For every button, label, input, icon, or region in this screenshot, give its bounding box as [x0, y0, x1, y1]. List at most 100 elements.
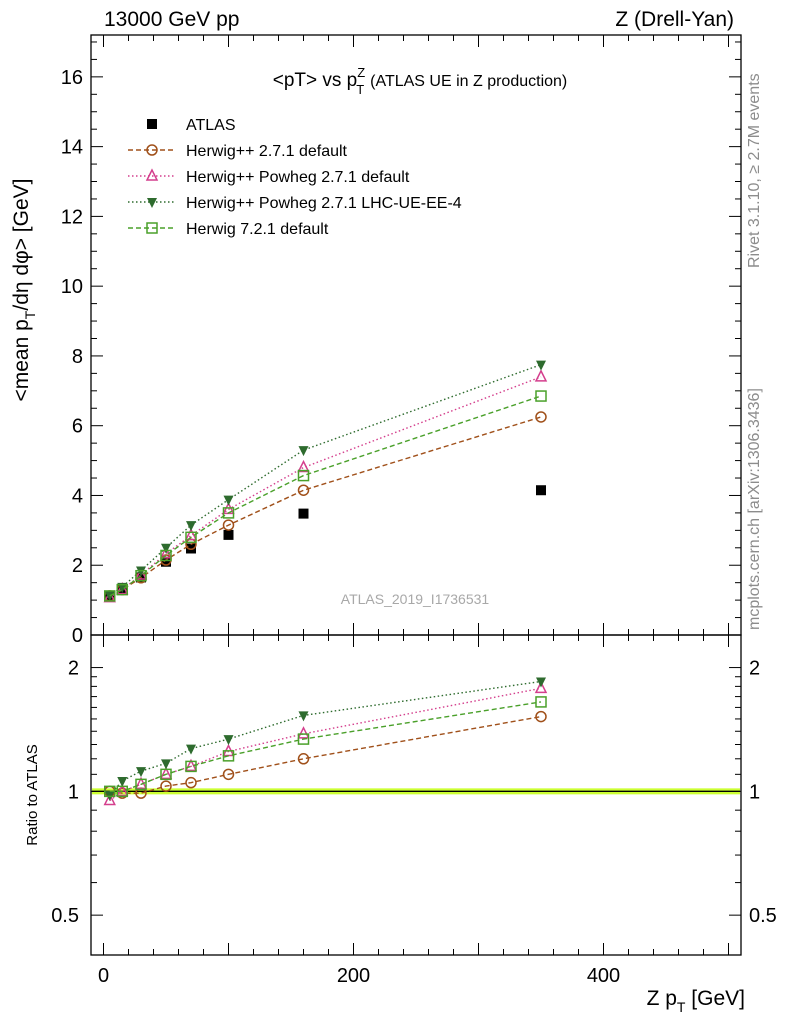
- header-beam-label: 13000 GeV pp: [104, 8, 240, 31]
- ratio-series-line-1: [109, 715, 542, 794]
- mcplots-label: mcplots.cern.ch [arXiv:1306.3436]: [746, 388, 763, 630]
- main-data-point: [222, 507, 235, 519]
- main-data-point: [186, 543, 196, 554]
- ratio-panel: 0 200 400 0.5 0.5 1 1 2 2: [51, 634, 777, 987]
- ratio-data-point: [117, 776, 128, 787]
- ratio-series-line-3: [109, 680, 542, 796]
- ratio-series-line-4: [109, 701, 542, 793]
- ratio-data-point: [160, 768, 172, 781]
- main-data-point: [186, 521, 196, 532]
- ratio-data-point: [536, 677, 546, 688]
- x-tick-label: 400: [587, 965, 620, 987]
- ratio-data-point: [535, 696, 547, 708]
- ratio-data-point: [297, 726, 310, 739]
- main-data-point: [160, 549, 172, 562]
- legend: ATLAS Herwig++ 2.7.1 default Herwig++ Powh…: [128, 117, 462, 238]
- ratio-data-point: [116, 783, 129, 797]
- ratio-data-point: [185, 776, 197, 789]
- legend-label: Herwig++ Powheg 2.7.1 default: [186, 169, 410, 186]
- legend-label: ATLAS: [186, 117, 236, 134]
- ratio-y-tick-label-right: 1: [749, 781, 760, 803]
- main-data-point: [104, 590, 116, 602]
- main-data-point: [159, 546, 173, 559]
- main-data-point: [298, 508, 309, 519]
- main-data-point: [104, 591, 115, 602]
- legend-item: Herwig++ Powheg 2.7.1 LHC-UE-EE-4: [128, 195, 462, 212]
- rivet-version-label: Rivet 3.1.10, ≥ 2.7M events: [746, 73, 763, 268]
- x-tick-label: 0: [98, 965, 109, 987]
- main-data-point: [535, 411, 547, 423]
- ratio-data-point: [298, 711, 309, 722]
- y-tick-label: 2: [72, 555, 83, 577]
- main-data-point: [184, 527, 198, 541]
- y-tick-label: 12: [61, 206, 83, 228]
- svg-text:<mean pT/dη dφ> [GeV]: <mean pT/dη dφ> [GeV]: [10, 179, 38, 402]
- main-data-point: [185, 531, 197, 544]
- main-data-point: [534, 369, 548, 382]
- legend-marker: [147, 198, 157, 208]
- ratio-data-point: [297, 733, 310, 745]
- ratio-data-point: [160, 780, 172, 792]
- ratio-data-point: [161, 759, 171, 770]
- y-tick-label: 8: [72, 346, 83, 368]
- x-axis-label: Z pT [GeV]: [647, 987, 745, 1015]
- ratio-plot-frame: [90, 634, 742, 956]
- y-axis-label: <mean pT/dη dφ> [GeV]: [10, 179, 38, 402]
- main-data-point: [223, 529, 234, 540]
- y-tick-label: 0: [72, 625, 83, 647]
- legend-item: Herwig++ Powheg 2.7.1 default: [128, 168, 410, 186]
- ratio-data-point: [135, 778, 147, 791]
- main-data-point: [536, 360, 546, 371]
- ratio-data-point: [103, 792, 116, 806]
- ratio-y-tick-label-right: 0.5: [749, 905, 777, 927]
- ratio-data-point: [223, 735, 234, 746]
- ratio-y-tick-label: 0.5: [51, 905, 79, 927]
- main-data-point: [297, 459, 310, 473]
- ratio-y-tick-label: 1: [68, 781, 79, 803]
- main-series-line-3: [109, 376, 542, 599]
- legend-item: Herwig++ 2.7.1 default: [128, 143, 348, 160]
- main-data-point: [536, 485, 546, 496]
- legend-item: ATLAS: [147, 117, 236, 134]
- x-tick-label: 200: [337, 965, 370, 987]
- legend-marker: [145, 168, 159, 181]
- main-data-point: [535, 390, 547, 402]
- ratio-data-point: [297, 753, 310, 765]
- ratio-data-point: [222, 768, 235, 781]
- ratio-y-axis-label: Ratio to ATLAS: [24, 744, 41, 845]
- ratio-data-point: [104, 785, 116, 798]
- main-series-line-2: [109, 416, 542, 597]
- main-data-point: [297, 469, 310, 482]
- y-tick-label: 4: [72, 485, 83, 507]
- chart-title: <pT> vs pZ T (ATLAS UE in Z production): [273, 65, 568, 97]
- main-data-point: [161, 556, 171, 567]
- main-series-line-5: [109, 395, 542, 597]
- ratio-data-point: [116, 785, 128, 798]
- main-data-point: [297, 484, 310, 496]
- legend-label: Herwig++ 2.7.1 default: [186, 143, 348, 160]
- ratio-series-line-2: [109, 687, 542, 802]
- ratio-data-point: [186, 744, 196, 755]
- ratio-data-point: [535, 710, 547, 723]
- ratio-data-point: [222, 750, 235, 762]
- main-data-point: [116, 583, 128, 596]
- main-data-point: [222, 519, 235, 531]
- y-tick-label: 10: [61, 276, 83, 298]
- main-data-point: [161, 543, 171, 554]
- main-data-point: [223, 495, 234, 506]
- ratio-y-tick-label: 2: [68, 658, 79, 680]
- watermark: ATLAS_2019_I1736531: [341, 591, 490, 607]
- ratio-y-tick-label-right: 2: [749, 658, 760, 680]
- ratio-data-point: [159, 766, 173, 780]
- ratio-data-point: [534, 680, 548, 694]
- main-series-line-4: [109, 363, 542, 596]
- legend-marker: [146, 222, 158, 234]
- svg-text:Ratio to ATLAS: Ratio to ATLAS: [24, 744, 41, 845]
- y-tick-label: 14: [61, 137, 83, 159]
- legend-marker: [147, 119, 157, 129]
- ratio-data-point: [185, 760, 197, 773]
- y-tick-label: 6: [72, 416, 83, 438]
- legend-item: Herwig 7.2.1 default: [128, 221, 329, 238]
- legend-label: Herwig 7.2.1 default: [186, 221, 329, 238]
